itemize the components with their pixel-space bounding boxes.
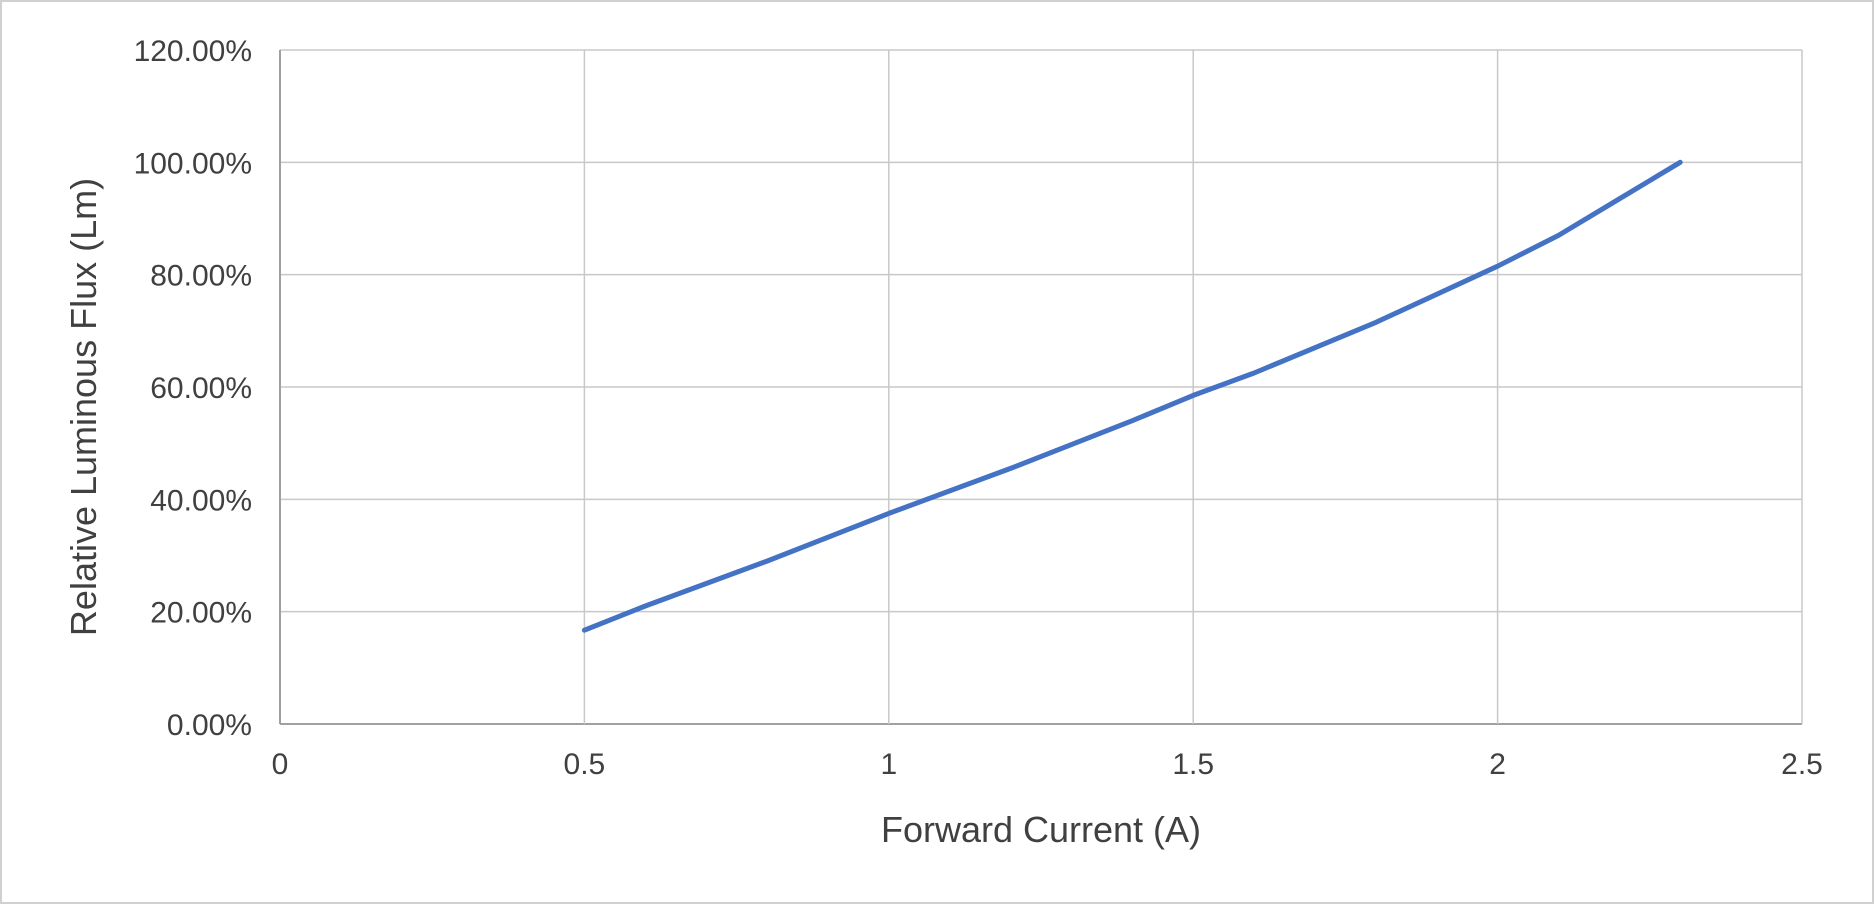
grid-layer xyxy=(279,49,1803,725)
x-tick-label: 2 xyxy=(1489,748,1506,781)
y-tick-label: 100.00% xyxy=(134,147,252,180)
x-tick-label: 1 xyxy=(880,748,897,781)
x-tick-label: 0.5 xyxy=(564,748,606,781)
series-line xyxy=(581,159,1683,633)
y-tick-label: 40.00% xyxy=(150,484,252,517)
y-tick-label: 20.00% xyxy=(150,597,252,630)
y-tick-label: 0.00% xyxy=(167,709,252,742)
x-tick-label: 2.5 xyxy=(1781,748,1823,781)
series-layer xyxy=(581,159,1683,633)
tick-layer: 0.00%20.00%40.00%60.00%80.00%100.00%120.… xyxy=(134,35,1823,781)
y-tick-label: 60.00% xyxy=(150,372,252,405)
y-tick-label: 80.00% xyxy=(150,260,252,293)
y-tick-label: 120.00% xyxy=(134,35,252,68)
x-axis-title: Forward Current (A) xyxy=(881,809,1201,850)
x-tick-label: 1.5 xyxy=(1172,748,1214,781)
y-axis-title: Relative Luminous Flux (Lm) xyxy=(63,178,104,636)
x-tick-label: 0 xyxy=(272,748,289,781)
